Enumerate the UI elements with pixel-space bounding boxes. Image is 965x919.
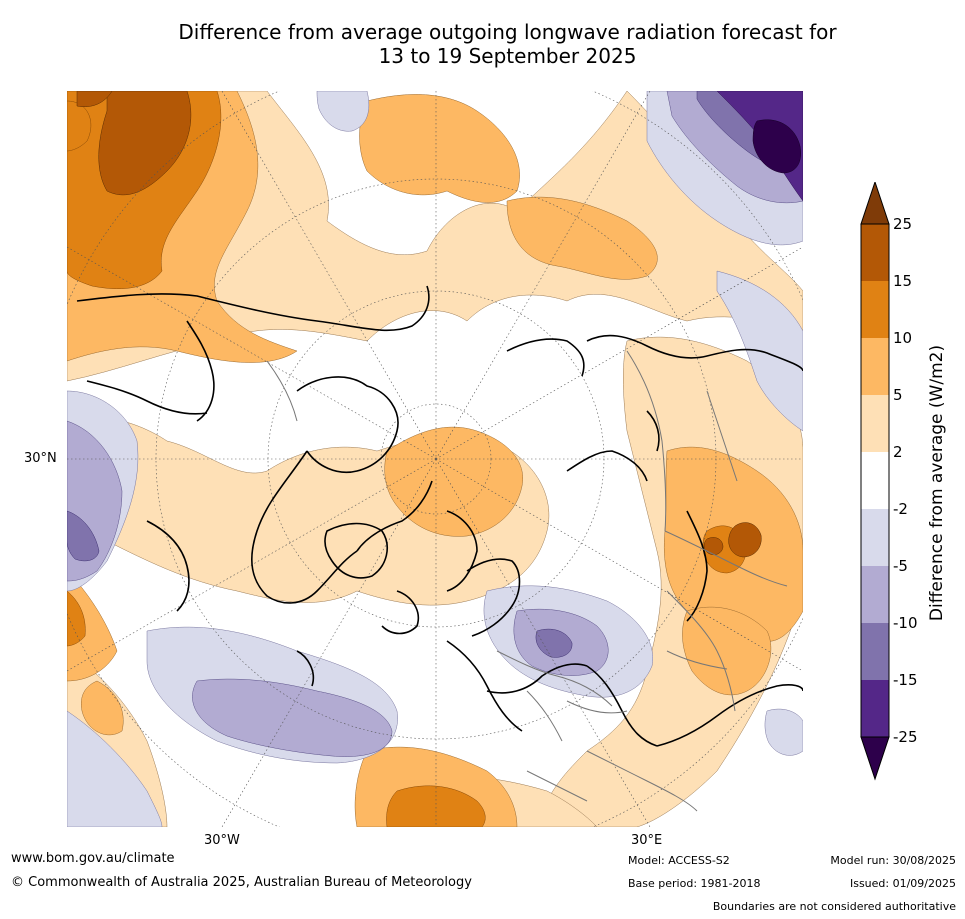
anomaly-below-minus25-regions [752, 119, 801, 174]
lon-label-30w: 30°W [204, 833, 240, 848]
colorbar-band-2-5 [861, 395, 889, 452]
colorbar-band-15-25 [861, 224, 889, 281]
colorbar-extend-bottom [860, 736, 890, 781]
colorbar-tick-minus-10: -10 [893, 614, 918, 632]
model-run: Model run: 30/08/2025 [830, 854, 956, 867]
colorbar-band-m15-m10 [861, 623, 889, 680]
colorbar-tick-25: 25 [893, 215, 913, 233]
colorbar-band-m5-m2 [861, 509, 889, 566]
colorbar-tick-15: 15 [893, 272, 913, 290]
issued-date: Issued: 01/09/2025 [849, 877, 956, 890]
boundary-disclaimer: Boundaries are not considered authoritat… [712, 900, 956, 913]
colorbar-title: Difference from average (W/m2) [927, 344, 947, 622]
colorbar [860, 182, 890, 781]
colorbar-tick-minus-15: -15 [893, 671, 918, 689]
colorbar-tick-minus-25: -25 [893, 728, 918, 746]
colorbar-tick-2: 2 [893, 443, 903, 461]
colorbar-band-m25-m15 [861, 680, 889, 737]
lon-label-30e: 30°E [631, 833, 663, 848]
colorbar-band-10-15 [861, 281, 889, 338]
anomaly-15-to-25-regions [76, 91, 762, 558]
website-link[interactable]: www.bom.gov.au/climate [11, 851, 175, 866]
coastlines [76, 285, 803, 747]
title-line-1: Difference from average outgoing longwav… [178, 20, 837, 44]
colorbar-band-neutral [861, 452, 889, 509]
model-name: Model: ACCESS-S2 [628, 854, 730, 867]
colorbar-tick-minus-5: -5 [893, 557, 908, 575]
country-boundaries [266, 350, 788, 812]
colorbar-band-m10-m5 [861, 566, 889, 623]
colorbar-extend-top [860, 182, 890, 225]
colorbar-tick-minus-2: -2 [893, 500, 908, 518]
colorbar-tick-5: 5 [893, 386, 903, 404]
polar-map [67, 91, 803, 827]
title-line-2: 13 to 19 September 2025 [378, 44, 637, 68]
copyright-text: © Commonwealth of Australia 2025, Austra… [11, 875, 472, 890]
lat-label-30n: 30°N [24, 451, 57, 466]
chart-title: Difference from average outgoing longwav… [140, 20, 875, 68]
colorbar-tick-10: 10 [893, 329, 913, 347]
base-period: Base period: 1981-2018 [628, 877, 761, 890]
colorbar-band-5-10 [861, 338, 889, 395]
